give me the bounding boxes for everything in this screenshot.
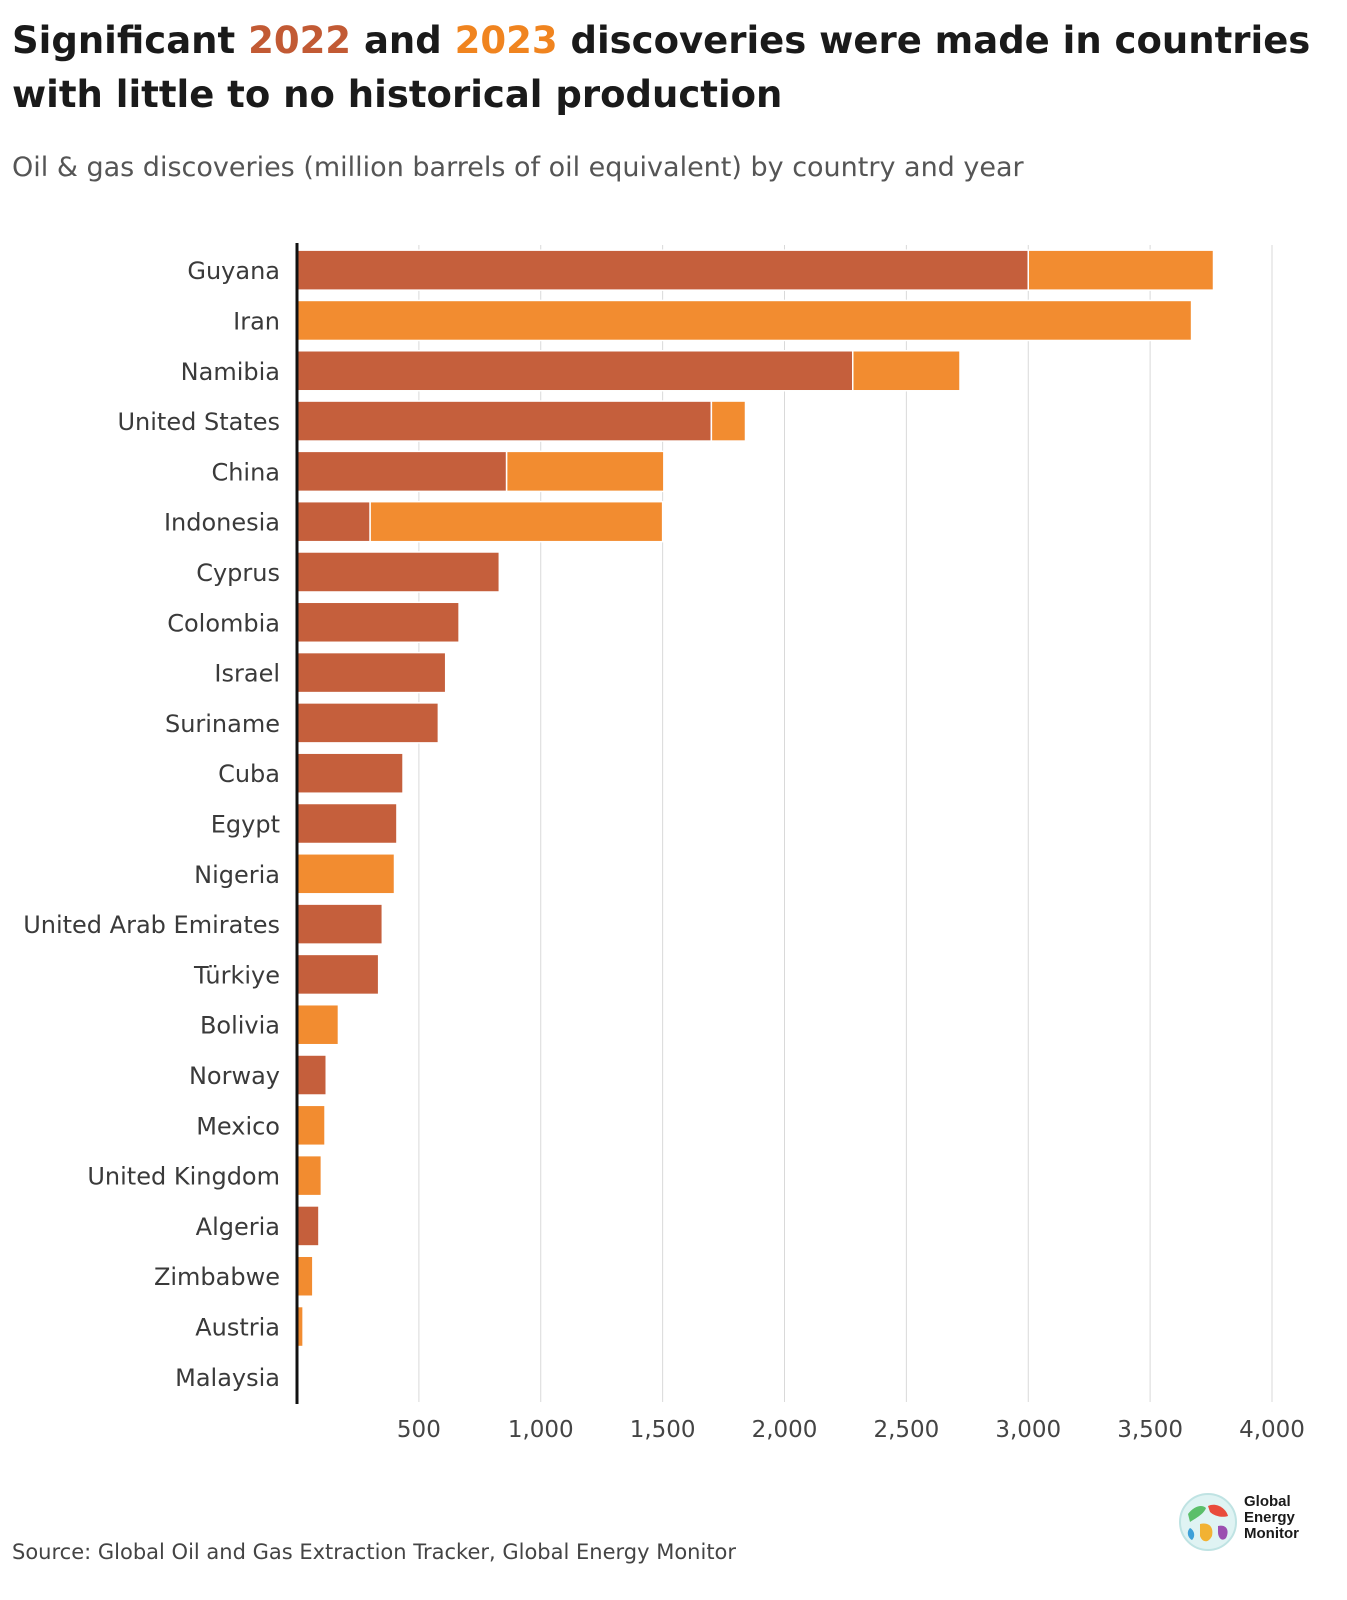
category-label: Norway bbox=[189, 1062, 280, 1090]
bar-2022 bbox=[296, 752, 404, 794]
bar-2022 bbox=[296, 551, 501, 593]
logo-text: Global Energy Monitor bbox=[1244, 1494, 1299, 1542]
x-tick-label: 3,000 bbox=[995, 1417, 1061, 1443]
category-label: Indonesia bbox=[164, 509, 280, 537]
category-label: Algeria bbox=[196, 1213, 280, 1241]
bar-2022 bbox=[296, 500, 371, 543]
bar-2023 bbox=[296, 853, 396, 895]
bar-2022 bbox=[296, 953, 380, 996]
category-label: Egypt bbox=[211, 811, 280, 839]
category-label: Guyana bbox=[187, 257, 280, 285]
x-tick-label: 1,500 bbox=[630, 1417, 696, 1443]
category-label: Israel bbox=[214, 660, 280, 688]
bar-2022 bbox=[296, 651, 447, 694]
title-year-2022: 2022 bbox=[248, 19, 352, 62]
global-energy-monitor-logo: Global Energy Monitor bbox=[1178, 1488, 1338, 1558]
title-year-2023: 2023 bbox=[454, 19, 558, 62]
bar-2023 bbox=[296, 1154, 323, 1197]
category-label: China bbox=[211, 458, 280, 486]
bar-2022 bbox=[296, 903, 384, 945]
x-tick-label: 2,000 bbox=[752, 1417, 818, 1443]
category-label: Colombia bbox=[167, 609, 280, 637]
category-label: Cuba bbox=[218, 760, 280, 788]
x-tick-label: 1,000 bbox=[508, 1417, 574, 1443]
category-label: Namibia bbox=[181, 358, 280, 386]
bar-2023 bbox=[710, 400, 747, 442]
category-label: Malaysia bbox=[175, 1364, 280, 1392]
bar-2022 bbox=[296, 450, 508, 493]
category-label: Iran bbox=[233, 307, 280, 335]
bar-2022 bbox=[296, 1054, 327, 1096]
bar-2023 bbox=[369, 500, 664, 543]
category-label: Bolivia bbox=[200, 1012, 280, 1040]
bar-2022 bbox=[296, 702, 440, 744]
x-tick-label: 500 bbox=[397, 1417, 441, 1443]
bar-2023 bbox=[852, 350, 961, 392]
bar-2022 bbox=[296, 1205, 320, 1247]
globe-icon bbox=[1179, 1493, 1237, 1551]
bar-2023 bbox=[505, 450, 665, 493]
logo-line-3: Monitor bbox=[1244, 1525, 1299, 1542]
bar-2023 bbox=[1027, 249, 1215, 291]
title-part-2: and bbox=[351, 19, 455, 62]
category-label: Cyprus bbox=[196, 559, 280, 587]
title-part-1: Significant bbox=[12, 19, 249, 62]
x-tick-label: 4,000 bbox=[1239, 1417, 1305, 1443]
category-label: United Arab Emirates bbox=[23, 911, 280, 939]
x-tick-label: 3,500 bbox=[1117, 1417, 1183, 1443]
chart-title: Significant 2022 and 2023 discoveries we… bbox=[12, 14, 1332, 122]
chart-subtitle: Oil & gas discoveries (million barrels o… bbox=[12, 152, 1024, 183]
title-part-3: discoveries were made in countries with … bbox=[12, 19, 1311, 116]
logo-line-1: Global bbox=[1244, 1493, 1291, 1510]
category-label: United States bbox=[117, 408, 280, 436]
category-label: Mexico bbox=[196, 1112, 280, 1140]
category-label: Nigeria bbox=[194, 861, 280, 889]
bar-2023 bbox=[296, 1003, 340, 1046]
bar-2022 bbox=[296, 802, 398, 845]
logo-line-2: Energy bbox=[1244, 1509, 1295, 1526]
bar-2023 bbox=[296, 1104, 326, 1147]
category-label: Austria bbox=[195, 1314, 280, 1342]
category-label: United Kingdom bbox=[87, 1163, 280, 1191]
bar-2022 bbox=[296, 350, 854, 392]
bar-2022 bbox=[296, 400, 713, 442]
bar-chart: 500 1,000 1,500 2,000 2,500 3,000 3,500 4,000 Gu… bbox=[23, 243, 1305, 1443]
bar-2023 bbox=[296, 1255, 314, 1297]
bar-2023 bbox=[296, 299, 1193, 342]
category-label: Suriname bbox=[165, 710, 280, 738]
x-tick-label: 2,500 bbox=[873, 1417, 939, 1443]
category-label: Türkiye bbox=[193, 961, 280, 989]
bar-2022 bbox=[296, 249, 1029, 291]
category-label: Zimbabwe bbox=[154, 1263, 280, 1291]
source-note: Source: Global Oil and Gas Extraction Tr… bbox=[12, 1540, 737, 1564]
bar-2022 bbox=[296, 601, 460, 644]
